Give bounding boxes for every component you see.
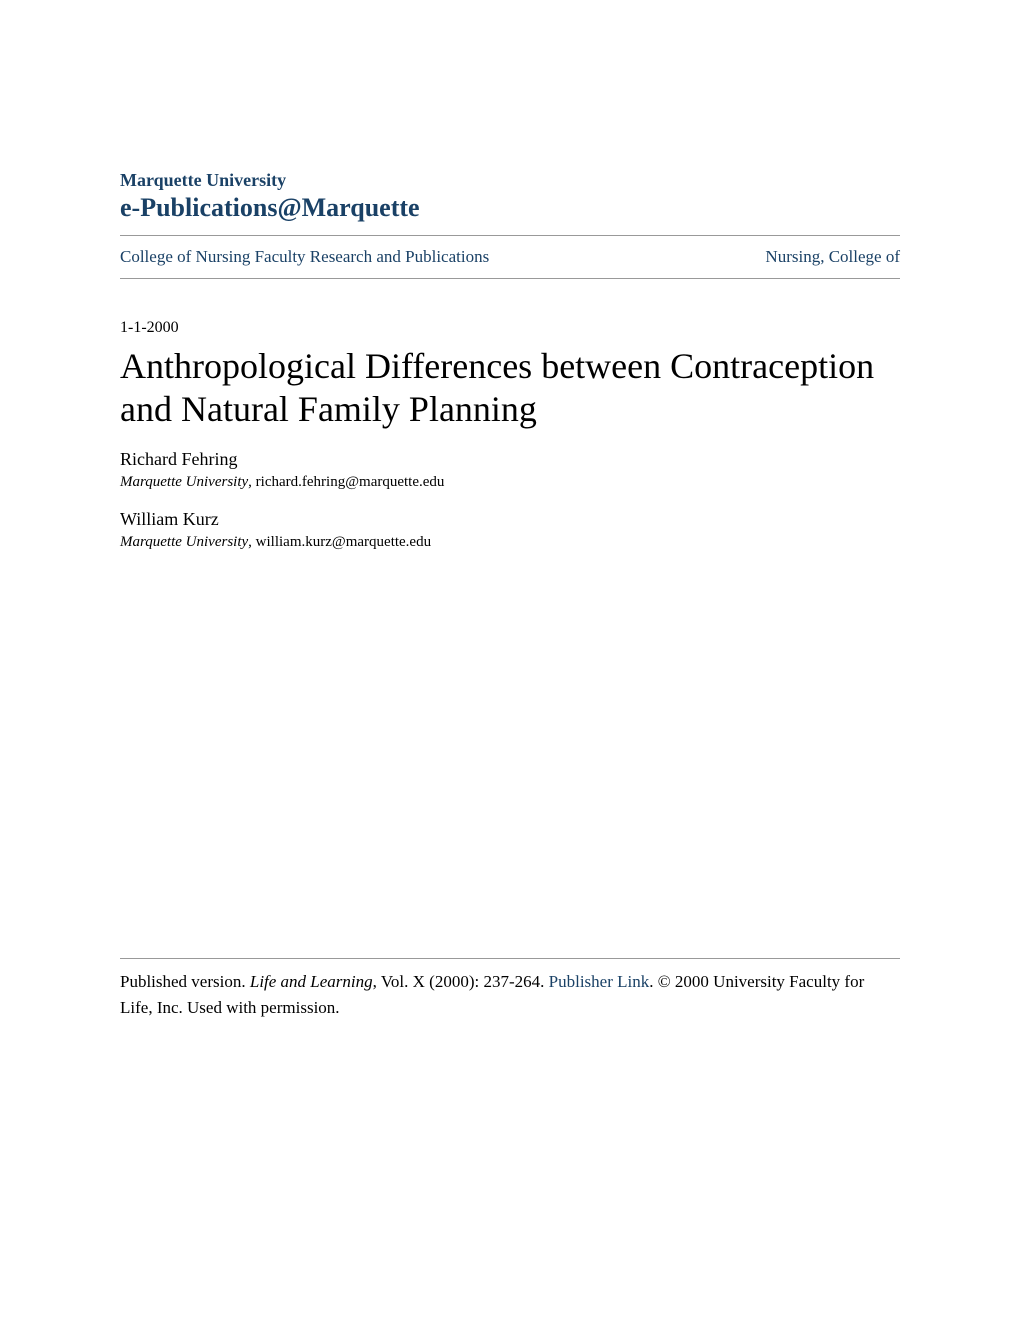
publication-title: Anthropological Differences between Cont… [120, 345, 900, 431]
header-divider-bottom [120, 278, 900, 279]
breadcrumb-collection[interactable]: College of Nursing Faculty Research and … [120, 244, 489, 270]
author-institution: Marquette University [120, 534, 248, 550]
site-name[interactable]: e-Publications@Marquette [120, 193, 900, 223]
publisher-link[interactable]: Publisher Link [549, 972, 650, 991]
footer-section: Published version. Life and Learning, Vo… [120, 958, 900, 1020]
breadcrumb-department[interactable]: Nursing, College of [765, 247, 900, 267]
author-block-1: Richard Fehring Marquette University, ri… [120, 447, 900, 493]
author-email: , richard.fehring@marquette.edu [248, 474, 444, 490]
author-block-2: William Kurz Marquette University, willi… [120, 507, 900, 553]
breadcrumb-row: College of Nursing Faculty Research and … [120, 236, 900, 278]
author-name: Richard Fehring [120, 447, 900, 472]
university-name: Marquette University [120, 170, 900, 191]
author-institution: Marquette University [120, 474, 248, 490]
author-name: William Kurz [120, 507, 900, 532]
footer-citation: Published version. Life and Learning, Vo… [120, 959, 900, 1020]
author-email: , william.kurz@marquette.edu [248, 534, 431, 550]
footer-citation-detail: , Vol. X (2000): 237-264. [373, 972, 549, 991]
author-affiliation: Marquette University, william.kurz@marqu… [120, 532, 900, 553]
publication-date: 1-1-2000 [120, 319, 900, 337]
footer-prefix: Published version. [120, 972, 250, 991]
footer-journal: Life and Learning [250, 972, 373, 991]
author-affiliation: Marquette University, richard.fehring@ma… [120, 472, 900, 493]
